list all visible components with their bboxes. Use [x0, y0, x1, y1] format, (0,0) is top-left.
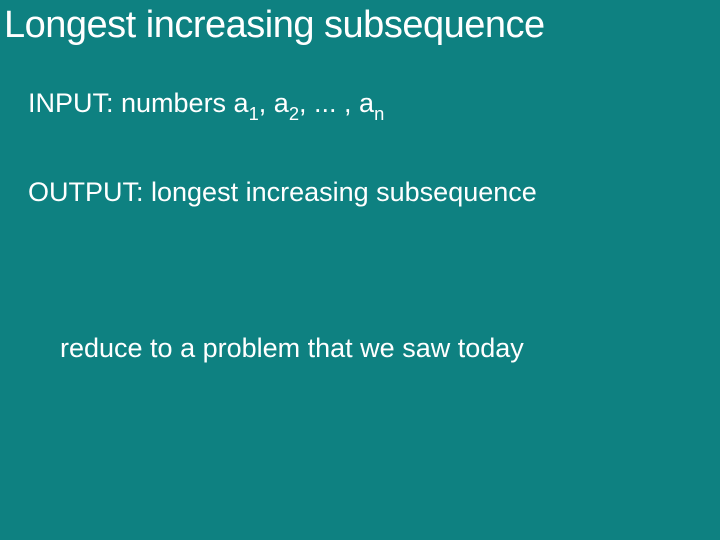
slide-title: Longest increasing subsequence: [4, 4, 545, 47]
input-mid1: , a: [259, 88, 289, 118]
input-line: INPUT: numbers a1, a2, ... , an: [28, 88, 384, 123]
input-mid2: , ... , a: [299, 88, 374, 118]
output-line: OUTPUT: longest increasing subsequence: [28, 177, 537, 208]
sub-n: n: [374, 103, 384, 124]
reduce-line: reduce to a problem that we saw today: [60, 333, 524, 364]
input-label: INPUT: numbers a: [28, 88, 249, 118]
sub-2: 2: [289, 103, 299, 124]
sub-1: 1: [249, 103, 259, 124]
